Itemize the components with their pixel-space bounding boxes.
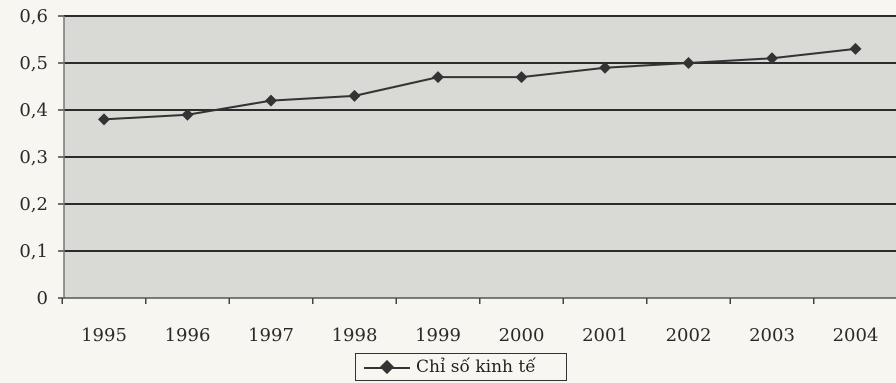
x-tick-label: 1999 <box>415 325 461 346</box>
data-point-marker <box>515 71 528 84</box>
x-axis-tick-labels: 1995 1996 1997 1998 1999 2000 2001 2002 2003 2004 <box>81 325 878 346</box>
y-tick-label: 0,2 <box>19 194 48 215</box>
x-tick-label: 1997 <box>248 325 294 346</box>
data-point-marker <box>348 89 361 102</box>
y-tick-label: 0,3 <box>19 147 48 168</box>
y-tick-label: 0,1 <box>19 241 48 262</box>
x-tick-label: 1995 <box>81 325 127 346</box>
x-tick-label: 2000 <box>499 325 545 346</box>
x-tick-label: 1996 <box>165 325 211 346</box>
data-point-marker <box>766 52 778 65</box>
series-line <box>103 47 856 121</box>
legend-label: Chỉ số kinh tế <box>416 357 536 377</box>
y-tick-label: 0,4 <box>19 100 48 121</box>
x-axis <box>61 16 896 304</box>
data-point-marker <box>599 61 611 74</box>
data-point-marker <box>432 71 444 84</box>
x-tick-label: 2004 <box>833 325 879 346</box>
x-tick-label: 2001 <box>582 325 628 346</box>
data-point-marker <box>849 42 862 55</box>
y-tick-label: 0,6 <box>19 6 48 27</box>
x-tick-label: 2003 <box>749 325 795 346</box>
data-point-marker <box>682 57 695 69</box>
y-axis-tick-labels: 0 0,1 0,2 0,3 0,4 0,5 0,6 <box>19 6 64 309</box>
x-tick-label: 2002 <box>666 325 712 346</box>
series-markers <box>98 42 862 126</box>
y-tick-label: 0 <box>37 288 48 309</box>
y-tick-label: 0,5 <box>19 53 48 74</box>
legend: Chỉ số kinh tế <box>355 353 567 381</box>
x-tick-label: 1998 <box>332 325 378 346</box>
data-point-marker <box>265 94 277 107</box>
data-point-marker <box>181 108 194 121</box>
data-point-marker <box>98 113 110 126</box>
legend-line-diamond-icon <box>364 359 410 375</box>
gridlines <box>64 15 896 252</box>
